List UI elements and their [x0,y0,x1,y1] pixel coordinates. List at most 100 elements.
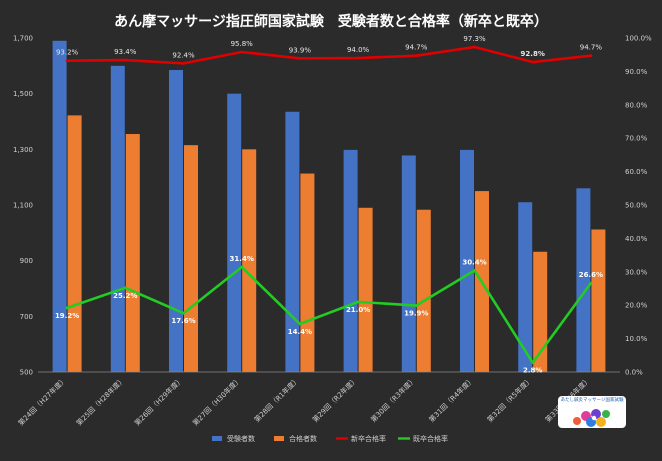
data-point [65,306,69,310]
bar-passers [533,251,548,372]
legend-swatch [212,436,222,441]
data-point [240,265,244,269]
bar-series [38,40,620,373]
graduate-pass-rate-line [66,265,592,364]
bar-examinees [401,155,416,372]
data-label: 21.0% [346,306,370,314]
data-label: 97.3% [463,35,486,43]
bar-passers [184,145,198,372]
data-point [531,361,535,365]
bar-examinees [576,188,591,372]
right-tick-label: 70.0% [625,135,648,143]
right-tick-label: 90.0% [625,68,648,76]
bar-passers [358,207,373,372]
data-label: 19.9% [404,310,428,318]
bar-examinees [343,149,358,372]
x-tick-label: 第29回（R2年度） [311,375,360,424]
data-point [298,322,302,326]
legend-label: 既卒合格率 [413,434,448,443]
x-tick-label: 第32回（R5年度） [485,375,534,424]
data-label: 31.4% [230,255,254,263]
data-point [65,59,69,63]
x-tick-label: 第27回（H30年度） [191,375,243,427]
bar-passers [300,173,315,372]
bar-examinees [52,40,67,373]
data-label: 2.8% [523,367,542,375]
right-tick-label: 0.0% [625,369,643,377]
data-label: 95.8% [231,40,254,48]
right-tick-label: 20.0% [625,302,648,310]
left-tick-label: 1,700 [13,35,33,43]
data-point [298,56,302,60]
data-point [414,54,418,58]
x-tick-label: 第24回（H27年度） [16,375,68,427]
data-point [182,311,185,315]
data-label: 93.2% [56,49,79,57]
legend-label: 受験者数 [227,434,255,443]
data-label: 94.0% [347,46,370,54]
data-point [414,304,418,307]
data-label: 30.4% [462,258,486,266]
bar-examinees [227,93,242,373]
data-point [123,58,127,62]
chart-title: あん摩マッサージ指圧師国家試験 受験者数と合格率（新卒と既卒） [114,13,548,30]
bar-examinees [285,111,300,372]
data-point [589,54,593,58]
data-label: 92.4% [172,51,195,59]
right-tick-label: 80.0% [625,101,648,109]
bar-examinees [110,65,125,372]
x-axis: 第24回（H27年度） 第25回（H28年度） 第26回（H29年度） 第27回（H3… [16,375,592,427]
x-tick-label: 第28回（R1年度） [252,375,301,424]
bar-passers [242,149,257,372]
bar-examinees [169,70,183,372]
bar-passers [591,229,606,372]
right-tick-label: 100.0% [625,35,652,43]
legend-label: 新卒合格率 [351,434,386,443]
data-point [356,56,360,60]
bar-passers [416,209,431,372]
data-point [531,60,535,64]
data-label: 25.2% [113,292,137,300]
left-tick-label: 700 [20,313,33,321]
right-tick-label: 30.0% [625,268,648,276]
left-tick-label: 1,500 [13,90,33,98]
data-point [473,45,476,49]
data-point [240,50,244,54]
data-point [589,281,593,285]
left-tick-label: 1,100 [13,202,33,210]
bar-examinees [518,202,533,372]
right-tick-label: 10.0% [625,335,648,343]
data-label: 94.7% [405,44,428,52]
right-axis: 0.0% 10.0% 20.0% 30.0% 40.0% 50.0% 60.0% 70.0% 8… [625,35,652,377]
data-label: 93.9% [289,46,312,54]
data-label: 17.6% [171,317,195,325]
data-label: 19.2% [55,312,79,320]
flower-logo-icon [558,396,626,428]
line-series: 93.2% 93.4% 92.4% 95.8% 93.9% 94.0% 94.7% 97.3%… [55,35,603,375]
data-label: 14.4% [288,328,312,336]
bar-examinees [460,149,474,372]
left-tick-label: 500 [20,369,33,377]
data-label: 92.8% [521,50,545,58]
data-point [123,286,127,290]
data-point [356,300,360,304]
right-tick-label: 40.0% [625,235,648,243]
legend: 受験者数 合格者数 新卒合格率 既卒合格率 [212,434,448,443]
new-grad-pass-rate-line [67,45,592,65]
x-tick-label: 第26回（H29年度） [133,375,185,427]
left-tick-label: 1,300 [13,146,33,154]
x-tick-label: 第25回（H28年度） [74,375,126,427]
left-axis: 500 700 900 1,100 1,300 1,500 1,700 [13,35,33,377]
bar-passers [125,134,140,372]
data-label: 26.6% [579,271,603,279]
legend-label: 合格者数 [289,434,317,443]
right-tick-label: 60.0% [625,168,648,176]
data-point [182,61,185,65]
x-tick-label: 第31回（R4年度） [427,375,476,424]
bar-passers [67,115,82,373]
logo-text: あたし鍼灸マッサージ国家試験 [561,396,624,403]
x-tick-label: 第30回（R3年度） [369,375,418,424]
data-point [473,269,476,272]
